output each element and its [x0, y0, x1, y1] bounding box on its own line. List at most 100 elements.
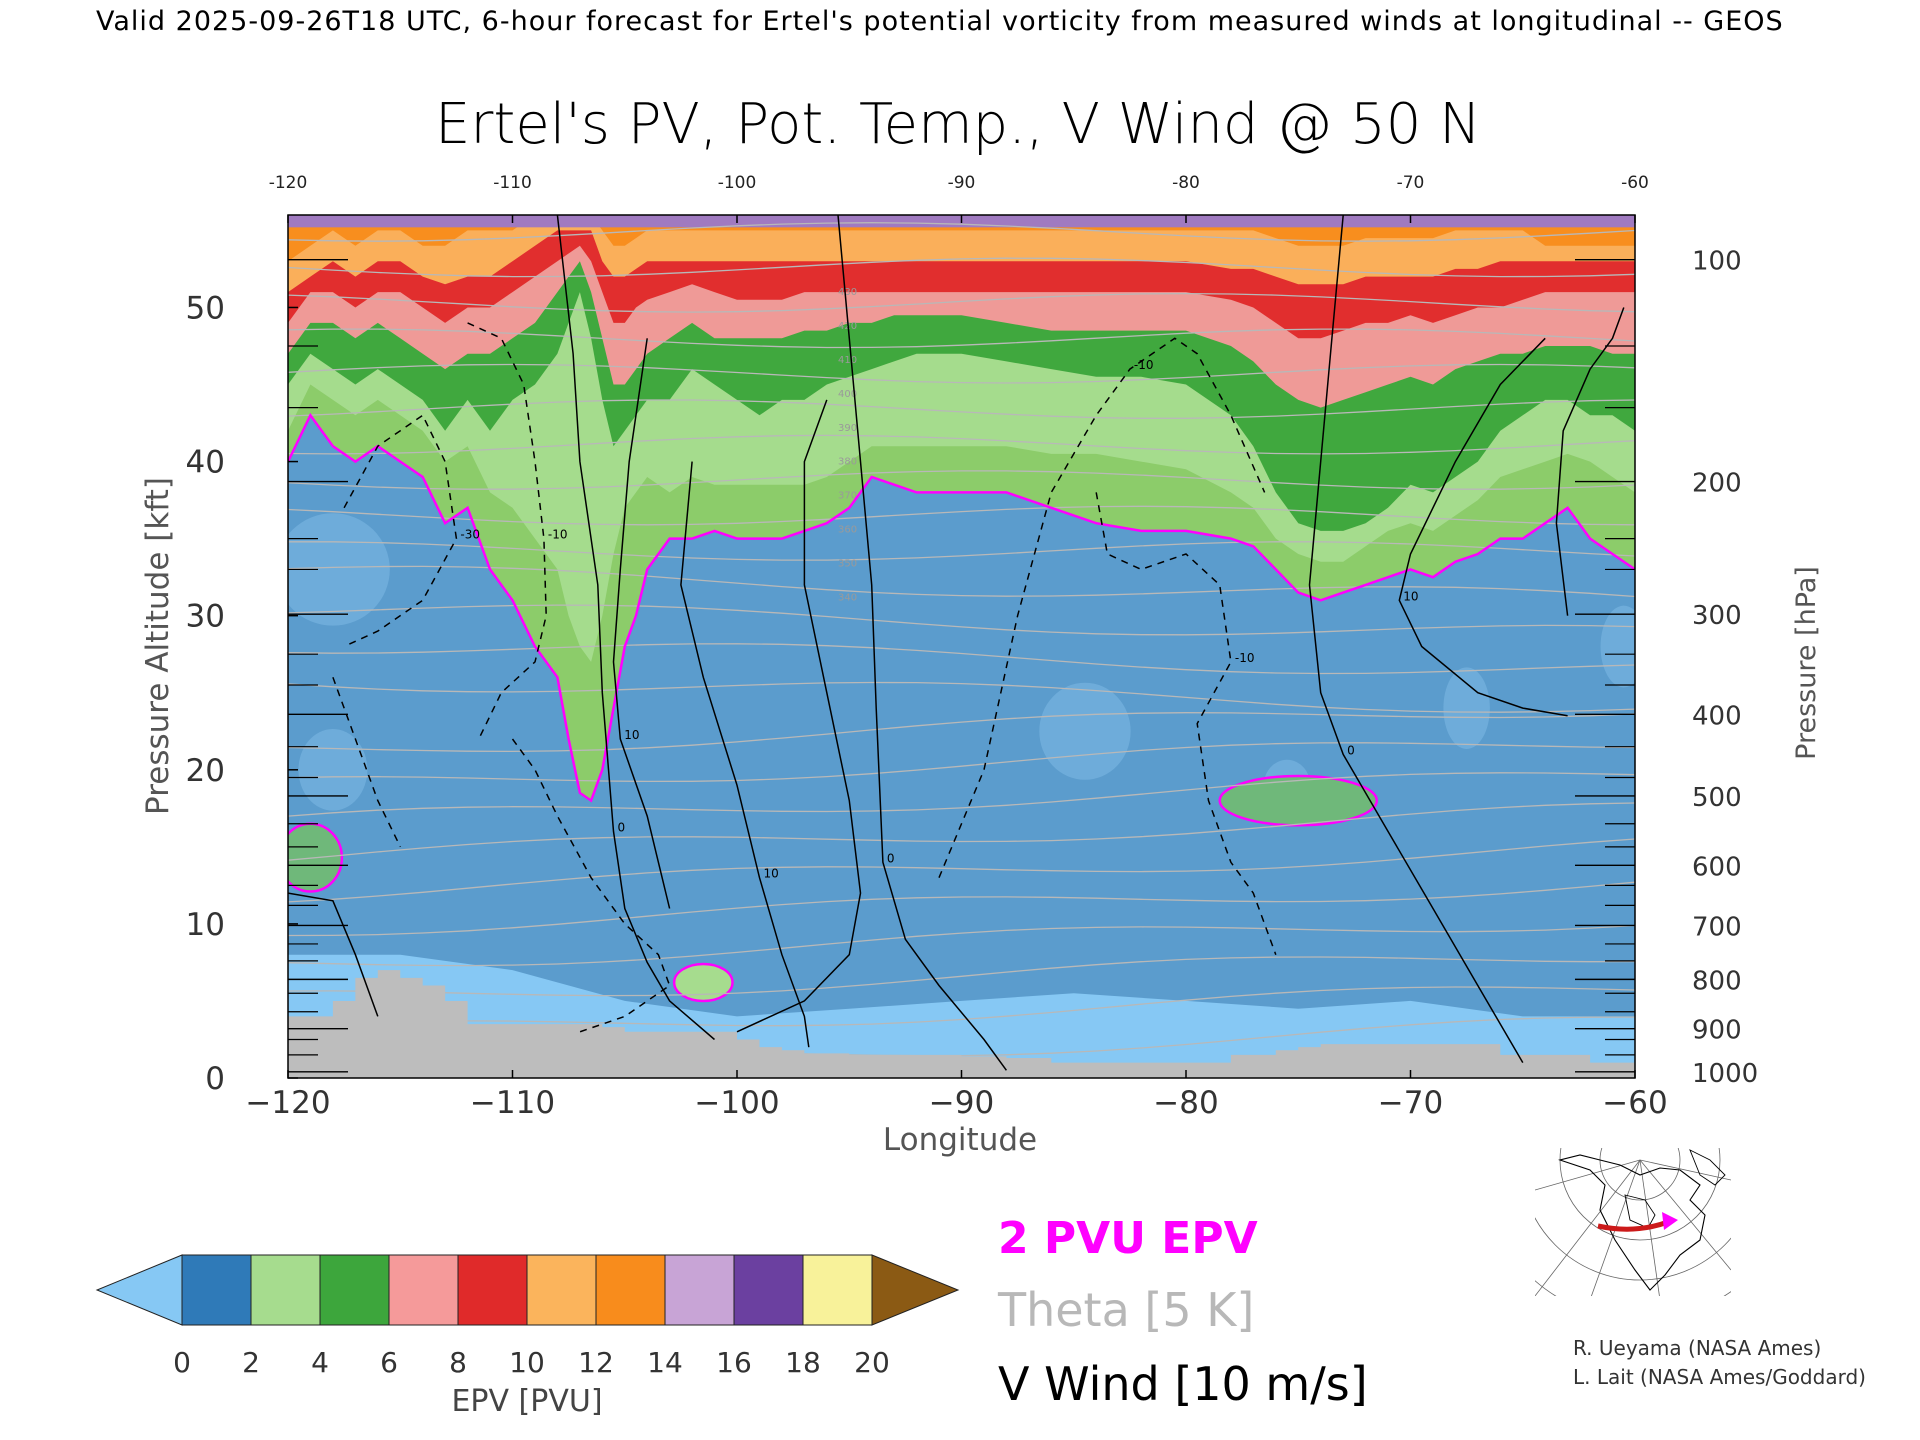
x-axis-label: Longitude	[883, 1122, 1037, 1158]
epv-patch	[1039, 682, 1131, 780]
legend-entry: V Wind [10 m/s]	[998, 1357, 1368, 1411]
y-tick-label: 0	[205, 1061, 225, 1097]
pv-anomaly	[1218, 774, 1379, 827]
pressure-tick-label: 1000	[1692, 1059, 1758, 1089]
x-top-tick-label: -70	[1397, 173, 1425, 193]
colorbar-segment	[526, 1254, 597, 1326]
pressure-tick-label: 600	[1692, 852, 1742, 882]
inset-map	[1535, 1148, 1731, 1296]
v-wind-contour-label: 0	[887, 851, 895, 865]
colorbar-tick-label: 12	[578, 1346, 614, 1379]
v-wind-contour	[736, 399, 862, 1033]
v-wind-contour-label: 10	[1403, 589, 1418, 603]
theta-contour	[288, 643, 1635, 675]
x-tick-label: −110	[470, 1085, 555, 1121]
epv-patch	[298, 728, 368, 811]
valid-line: Valid 2025-09-26T18 UTC, 6-hour forecast…	[96, 6, 1784, 37]
theta-contour	[288, 681, 1635, 713]
x-tick-label: −60	[1602, 1085, 1667, 1121]
pressure-tick-label: 300	[1692, 601, 1742, 631]
x-tick-label: −80	[1153, 1085, 1218, 1121]
theta-label: 380	[838, 457, 857, 468]
v-wind-contour	[837, 215, 1008, 1071]
x-axis: −120 −110 −100 −90 −80 −70 −60	[245, 1070, 1668, 1121]
colorbar-segment	[181, 1254, 252, 1326]
theta-contour	[288, 505, 1635, 526]
theta-contour	[288, 434, 1635, 455]
theta-contour	[288, 604, 1635, 636]
credit-line-1: R. Ueyama (NASA Ames)	[1573, 1336, 1821, 1360]
theta-contour	[288, 986, 1635, 1028]
v-wind-contour	[288, 892, 379, 1017]
pv-anomaly	[672, 962, 734, 1003]
theta-label: 410	[838, 355, 857, 366]
terrain	[288, 970, 1635, 1078]
x-tick-label: −100	[694, 1085, 779, 1121]
theta-label: 430	[838, 287, 857, 298]
x-top-tick-label: -90	[948, 173, 976, 193]
y-tick-label: 40	[186, 445, 225, 481]
epv-patch	[1600, 605, 1635, 688]
tropopause-2pvu	[288, 412, 1635, 803]
colorbar-segment	[388, 1254, 459, 1326]
legend-entry: 2 PVU EPV	[998, 1213, 1258, 1264]
x-top-tick-label: -100	[718, 173, 757, 193]
v-wind-contour-label: 0	[618, 820, 626, 834]
v-wind-contour	[1398, 337, 1568, 717]
colorbar-segment	[802, 1254, 873, 1326]
colorbar-tick-label: 10	[509, 1346, 545, 1379]
theta-label: 390	[838, 423, 857, 434]
theta-contour	[288, 956, 1635, 997]
x-tick-label: −120	[245, 1085, 330, 1121]
x-top-tick-label: -110	[493, 173, 532, 193]
theta-contour	[288, 742, 1635, 783]
theta-label: 370	[838, 491, 857, 502]
v-wind-contour-label: 10	[763, 867, 778, 881]
theta-contour	[288, 772, 1635, 817]
colorbar: 0 2 4 6 8 10 12 14 16 18 20	[95, 1254, 960, 1379]
v-wind-contour	[1555, 307, 1625, 616]
v-wind-contour	[1308, 215, 1524, 1063]
colorbar-tick-label: 16	[716, 1346, 752, 1379]
colorbar-tick-label: 8	[449, 1346, 467, 1379]
y-tick-label: 20	[186, 753, 225, 789]
v-wind-contour-label: -30	[460, 528, 480, 542]
tropopause-line	[288, 412, 1635, 803]
colorbar-tick-label: 14	[647, 1346, 683, 1379]
theta-contour	[288, 712, 1635, 753]
colorbar-tick-label: 20	[854, 1346, 890, 1379]
theta-contour	[288, 541, 1635, 561]
v-wind-negative-contour	[343, 414, 458, 648]
pressure-tick-label: 100	[1692, 247, 1742, 277]
x-top-tick-label: -120	[269, 173, 308, 193]
y-tick-label: 50	[186, 290, 225, 326]
x-tick-label: −90	[929, 1085, 994, 1121]
epv-bands	[288, 215, 1635, 1078]
legend: 2 PVU EPV Theta [5 K] V Wind [10 m/s]	[997, 1213, 1368, 1411]
colorbar-segment	[457, 1254, 528, 1326]
theta-contour	[288, 222, 1635, 242]
x-top-tick-label: -80	[1172, 173, 1200, 193]
v-wind-contour-label: -10	[1235, 651, 1255, 665]
theta-contour	[288, 363, 1635, 384]
colorbar-segment	[664, 1254, 735, 1326]
pressure-tick-label: 400	[1692, 701, 1742, 731]
theta-label: 340	[838, 592, 857, 603]
x-top-tick-label: -60	[1621, 173, 1649, 193]
x-axis-top: -120 -110 -100 -90 -80 -70 -60	[269, 173, 1649, 223]
inset-route-marker	[1662, 1212, 1678, 1230]
theta-contour	[288, 399, 1635, 419]
theta-contour	[288, 470, 1635, 490]
pressure-tick-label: 200	[1692, 469, 1742, 499]
v-wind-negative-contour	[467, 322, 547, 740]
legend-entry: Theta [5 K]	[997, 1283, 1254, 1337]
v-wind-contour	[556, 215, 715, 1041]
theta-contour	[288, 838, 1635, 903]
theta-label: 360	[838, 524, 857, 535]
colorbar-segment	[733, 1254, 804, 1326]
v-wind-negative-contour	[1095, 492, 1277, 955]
colorbar-segment	[319, 1254, 390, 1326]
terrain-mask	[288, 970, 1635, 1078]
y-axis-right-label: Pressure [hPa]	[1791, 566, 1822, 760]
